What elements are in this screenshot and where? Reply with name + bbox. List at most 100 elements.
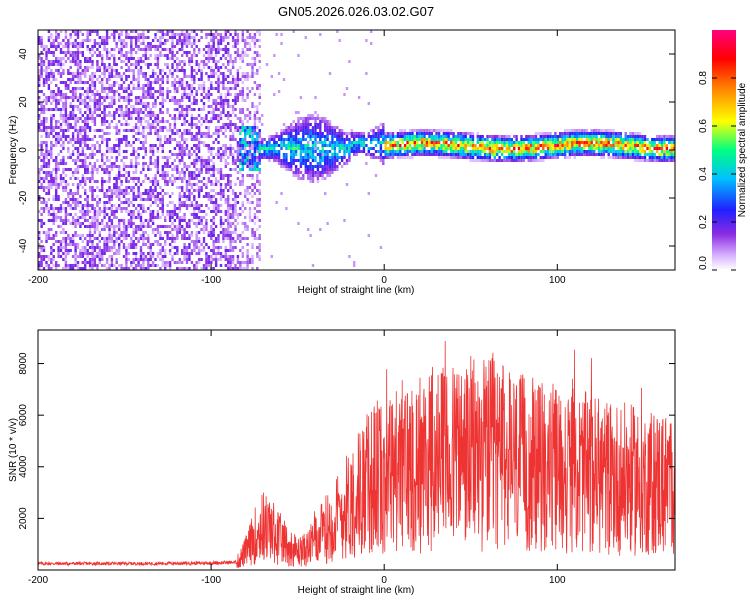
spectrogram-cell (88, 60, 92, 63)
spectrogram-cell (93, 180, 97, 183)
spectrogram-cell (168, 36, 172, 39)
spectrogram-cell (105, 66, 109, 69)
spectrogram-cell (166, 210, 169, 213)
spectrogram-cell (178, 84, 181, 87)
spectrogram-cell (127, 33, 131, 36)
spectrogram-cell (81, 51, 84, 54)
spectrogram-cell (321, 171, 324, 174)
spectrogram-cell (62, 177, 65, 180)
spectrogram-cell (101, 165, 104, 168)
spectrogram-cell (430, 129, 433, 132)
spectrogram-cell (319, 126, 322, 129)
spectrogram-cell (224, 48, 227, 51)
spectrogram-cell (67, 237, 70, 240)
spectrogram-cell (217, 90, 220, 93)
spectrogram-cell (202, 117, 206, 120)
spectrogram-cell (144, 237, 147, 240)
spectrogram-cell (200, 258, 203, 261)
spectrogram-cell (442, 147, 446, 150)
spectrogram-cell (142, 36, 145, 39)
spectrogram-cell (197, 168, 201, 171)
spectrogram-cell (76, 264, 80, 267)
spectrogram-cell (88, 105, 92, 108)
spectrogram-cell (55, 171, 58, 174)
spectrogram-cell (236, 129, 240, 132)
spectrogram-cell (125, 111, 128, 114)
spectrogram-cell (52, 234, 55, 237)
spectrogram-cell (98, 66, 101, 69)
spectrogram-cell (164, 171, 167, 174)
spectrogram-cell (108, 123, 111, 126)
spectrogram-cell (200, 30, 203, 33)
spectrogram-cell (231, 81, 235, 84)
spectrogram-cell (382, 126, 385, 129)
spectrogram-cell (105, 69, 109, 72)
spectrogram-cell (258, 132, 261, 135)
spectrogram-cell (217, 81, 220, 84)
spectrogram-cell (144, 36, 147, 39)
spectrogram-cell (142, 144, 145, 147)
spectrogram-cell (71, 234, 75, 237)
spectrogram-cell (52, 195, 55, 198)
spectrogram-cell (40, 129, 43, 132)
spectrogram-cell (173, 60, 177, 63)
spectrogram-cell (217, 210, 220, 213)
spectrogram-cell (181, 180, 184, 183)
spectrogram-cell (377, 150, 380, 153)
spectrogram-cell (91, 156, 94, 159)
spectrogram-cell (476, 132, 479, 135)
spectrogram-cell (55, 45, 58, 48)
spectrogram-cell (205, 126, 208, 129)
spectrogram-cell (464, 153, 467, 156)
spectrogram-cell (207, 234, 210, 237)
spectrogram-cell (258, 147, 261, 150)
spectrogram-cell (108, 159, 111, 162)
spectrogram-cell (222, 36, 225, 39)
spectrogram-cell (93, 255, 97, 258)
spectrogram-cell (256, 150, 259, 153)
spectrogram-cell (212, 111, 215, 114)
spectrogram-cell (132, 147, 135, 150)
spectrogram-cell (251, 165, 254, 168)
spectrogram-cell (314, 171, 317, 174)
spectrogram-cell (64, 222, 68, 225)
spectrogram-cell (362, 147, 366, 150)
spectrogram-cell (113, 39, 116, 42)
spectrogram-cell (256, 105, 259, 108)
spectrogram-cell (292, 153, 295, 156)
spectrogram-cell (239, 237, 242, 240)
spectrogram-cell (212, 207, 215, 210)
spectrogram-cell (319, 228, 322, 231)
spectrogram-cell (268, 156, 271, 159)
spectrogram-cell (168, 261, 172, 264)
spectrogram-cell (57, 90, 60, 93)
spectrogram-cell (134, 96, 138, 99)
spectrogram-cell (84, 126, 87, 129)
spectrogram-cell (244, 222, 247, 225)
spectrogram-cell (350, 147, 353, 150)
spectrogram-cell (45, 165, 48, 168)
spectrogram-cell (442, 156, 446, 159)
spectrogram-cell (161, 126, 164, 129)
spectrogram-cell (183, 177, 186, 180)
spectrogram-cell (105, 150, 109, 153)
spectrogram-cell (171, 255, 174, 258)
spectrogram-cell (268, 144, 271, 147)
spectrogram-cell (110, 225, 114, 228)
spectrogram-cell (251, 168, 254, 171)
spectrogram-cell (47, 96, 51, 99)
spectrogram-cell (62, 93, 65, 96)
spectrogram-cell (239, 138, 242, 141)
spectrogram-cell (113, 30, 116, 33)
spectrogram-cell (227, 183, 230, 186)
spectrogram-cell (127, 213, 131, 216)
spectrogram-cell (299, 96, 303, 99)
spectrogram-cell (84, 153, 87, 156)
spectrogram-cell (55, 102, 58, 105)
spectrogram-cell (164, 39, 167, 42)
spectrogram-cell (144, 177, 147, 180)
spectrogram-cell (239, 183, 242, 186)
spectrogram-cell (193, 117, 196, 120)
spectrogram-cell (149, 186, 152, 189)
spectrogram-cell (139, 225, 143, 228)
